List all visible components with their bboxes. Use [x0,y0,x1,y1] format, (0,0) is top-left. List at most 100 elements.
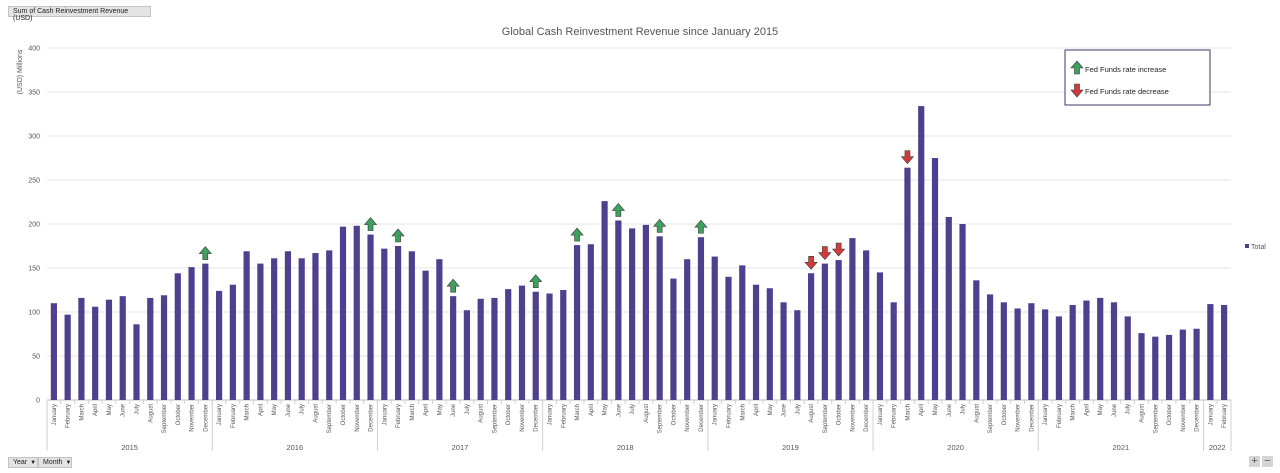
bar [119,296,126,400]
bar [229,284,236,400]
year-label: 2020 [947,443,964,452]
bar [546,293,553,400]
x-tick-label: February [231,404,237,428]
x-tick-label: November [1181,404,1187,432]
x-axis-year-labels: 2015 2016 2017 2018 2019 2020 2021 2022 [46,400,1232,452]
up-arrow-icon [391,228,405,243]
bar [601,201,608,400]
bar [174,273,181,400]
bar [1124,316,1131,400]
x-tick-label: May [933,404,939,415]
bar [560,290,567,400]
bar [271,258,278,400]
pivot-value-field-button[interactable]: Sum of Cash Reinvestment Revenue (USD) [8,6,151,22]
x-tick-label: January [878,404,884,425]
bar [1028,303,1035,400]
x-tick-label: November [850,404,856,432]
bar [642,224,649,400]
bar [615,220,622,400]
bar [876,272,884,400]
x-tick-label: August [809,404,815,423]
x-tick-label: March [575,404,581,421]
x-tick-label: January [52,404,58,425]
bar [752,284,760,400]
x-tick-label: January [713,404,719,425]
bar [1179,329,1186,400]
x-tick-label: March [79,404,85,421]
x-tick-label: December [699,404,705,432]
bar [243,251,250,400]
bar [821,263,828,400]
x-tick-label: June [1112,403,1118,417]
bar [587,244,594,400]
y-tick-label: 250 [28,178,40,185]
bar [505,289,512,400]
x-tick-label: December [864,404,870,432]
year-label: 2018 [617,443,634,452]
bar [1083,300,1090,400]
x-tick-label: May [768,404,774,415]
bar [133,324,140,400]
y-tick-label: 50 [32,354,40,361]
bar [1097,297,1104,400]
bar [684,259,691,400]
x-tick-label: September [327,404,333,433]
expand-field-button[interactable]: + [1249,456,1260,467]
x-tick-label: August [313,404,319,423]
bar [394,246,402,400]
x-tick-label: September [823,404,829,433]
x-tick-label: March [905,404,911,421]
x-tick-label: March [1071,404,1077,421]
bar [532,291,539,400]
x-tick-label: May [437,404,443,415]
bar [491,297,498,400]
x-tick-label: May [272,404,278,415]
chevron-down-icon: ▼ [65,460,72,466]
gridlines [47,47,1231,401]
bar [918,106,925,400]
bar [1221,304,1228,400]
bar [381,248,388,400]
down-arrow-icon [831,242,846,257]
x-tick-label: April [93,404,99,416]
collapse-field-button[interactable]: − [1262,456,1273,467]
bars [50,106,1228,400]
x-tick-label: December [369,404,375,432]
x-tick-label: August [148,404,154,423]
bar [573,245,581,400]
legend-series-swatch [1245,244,1249,248]
x-tick-label: September [988,404,994,433]
x-tick-label: May [603,404,609,415]
x-tick-label: December [1195,404,1201,432]
x-tick-label: September [1153,404,1159,433]
bar [986,294,994,400]
x-tick-label: December [203,404,209,432]
x-tick-label: September [492,404,498,433]
x-tick-label: April [258,404,264,416]
bar [780,302,787,400]
x-tick-label: January [217,404,223,425]
x-tick-label: November [520,404,526,432]
bar [450,296,457,400]
x-tick-label: November [190,404,196,432]
up-arrow-icon [446,278,460,293]
bar [766,288,773,400]
pivot-year-field-button[interactable]: Year ▼ [8,457,38,468]
bar [945,216,952,400]
x-tick-label: November [1016,404,1022,432]
bar [629,228,636,400]
bar [257,263,264,400]
bar [1000,302,1007,400]
bar [904,167,911,400]
pivot-month-field-button[interactable]: Month ▼ [38,457,72,468]
bar [408,251,415,400]
x-tick-label: April [589,404,595,416]
bar [215,290,223,400]
bar [312,253,319,400]
bar [1165,334,1173,400]
bar [188,267,195,400]
x-tick-label: May [107,404,113,415]
x-tick-label: January [1208,404,1214,425]
bar [1193,328,1200,400]
